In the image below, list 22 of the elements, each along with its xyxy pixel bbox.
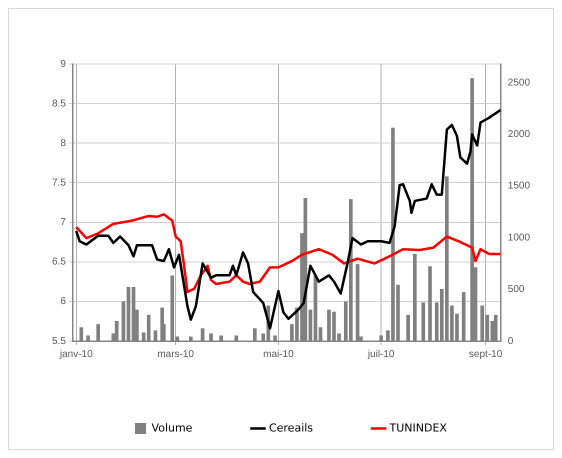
y2-tick-label: 0: [508, 336, 514, 347]
legend-label: Cereails: [268, 421, 314, 434]
y-tick-label: 6: [60, 296, 66, 308]
y-tick-label: 8: [60, 138, 66, 149]
legend-label: Volume: [152, 421, 193, 434]
y-tick-label: 7: [60, 217, 66, 228]
x-tick-label: janv-10: [58, 348, 94, 360]
y2-tick-label: 500: [508, 284, 525, 296]
y-tick-label: 9: [60, 58, 66, 70]
y2-tick-label: 2500: [508, 77, 530, 88]
y-tick-label: 7.5: [52, 177, 66, 188]
y-tick-label: 5.5: [52, 336, 66, 347]
x-tick-label: sept-10: [468, 348, 503, 360]
x-tick-label: juil-10: [366, 348, 395, 360]
y-tick-label: 6.5: [52, 256, 66, 268]
legend-label: TUNINDEX: [388, 421, 448, 434]
y-tick-label: 8.5: [52, 98, 66, 110]
x-tick-label: mai-10: [263, 348, 294, 360]
x-tick-label: mars-10: [157, 348, 194, 360]
y2-tick-label: 2000: [508, 129, 530, 140]
y2-tick-label: 1000: [508, 232, 530, 244]
y2-tick-label: 1500: [508, 180, 530, 192]
